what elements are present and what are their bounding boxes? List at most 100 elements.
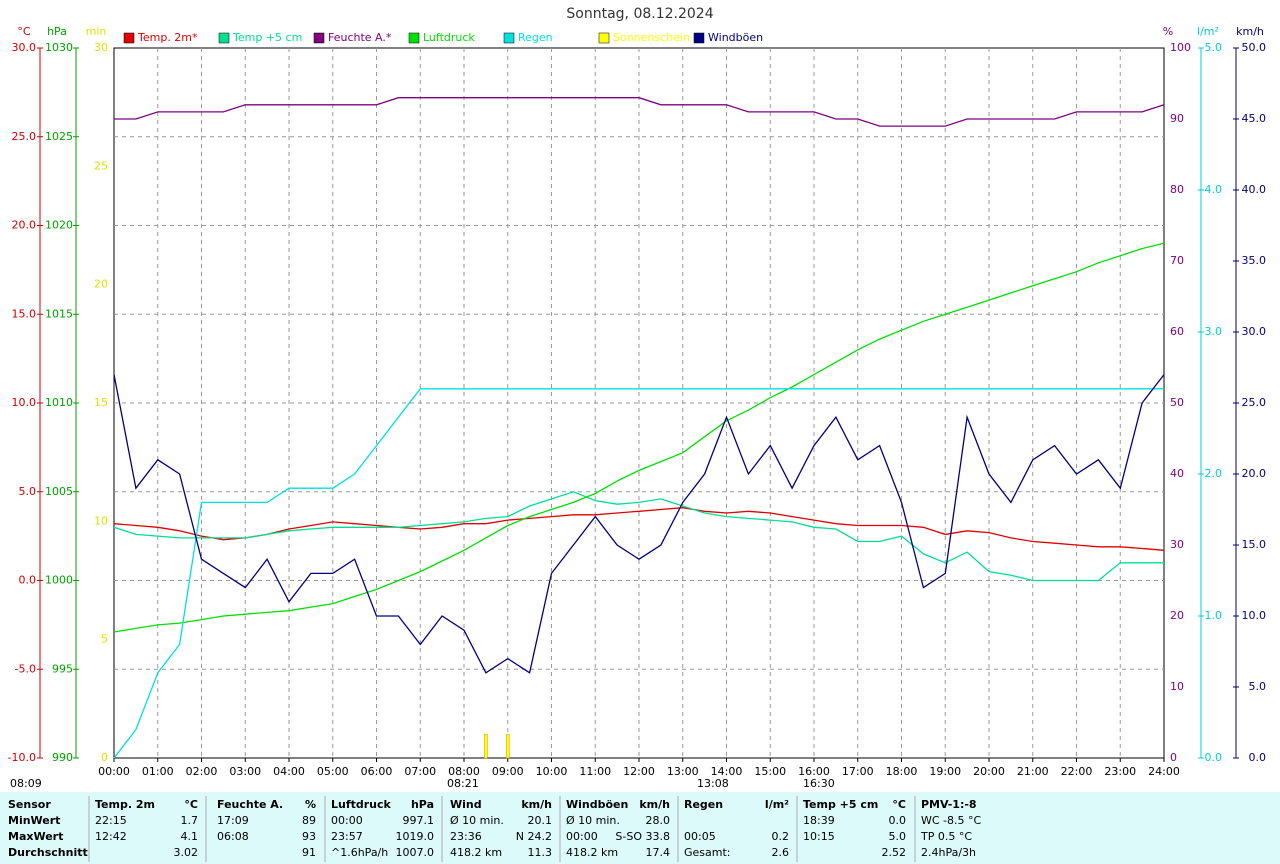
table-cell: 418.2 km [450,846,502,859]
table-cell: 91 [302,846,316,859]
table-header: l/m² [765,798,789,811]
x-tick-label: 11:00 [579,765,611,778]
table-header: Temp. 2m [95,798,155,811]
y-tick-label: 20 [94,278,108,291]
y-tick-label: 70 [1170,254,1184,267]
y-tick-label: 1005 [45,485,73,498]
x-tick-label: 19:00 [929,765,961,778]
axis-title: km/h [1236,25,1264,38]
x-tick-label: 14:00 [711,765,743,778]
legend-label: Sonnenschein [613,31,690,44]
table-cell: 93 [302,830,316,843]
y-tick-label: 40.0 [1242,183,1267,196]
y-tick-label: 1020 [45,219,73,232]
y-tick-label: 0 [101,751,108,764]
y-tick-label: 30 [94,41,108,54]
table-cell: 0.2 [772,830,790,843]
table-cell: 12:42 [95,830,127,843]
x-tick-label: 15:00 [754,765,786,778]
y-tick-label: 1015 [45,307,73,320]
y-tick-label: 25.0 [1242,396,1267,409]
series-line [114,97,1165,127]
series-line [113,242,1165,633]
x-tick-label: 12:00 [623,765,655,778]
x-tick-label: 24:00 [1148,765,1180,778]
table-cell: 0.0 [889,814,907,827]
table-cell: 2.6 [772,846,790,859]
table-cell: 10:15 [803,830,835,843]
legend-label: Temp +5 cm [232,31,302,44]
series-line [113,507,1165,551]
y-tick-label: 30.0 [12,41,37,54]
y-tick-label: 15 [94,396,108,409]
y-tick-label: 50 [1170,396,1184,409]
table-header: PMV-1:-8 [921,798,977,811]
x-tick-label: 13:00 [667,765,699,778]
y-tick-label: 1.0 [1205,609,1223,622]
table-header: Wind [450,798,482,811]
table-header: km/h [521,798,552,811]
x-tick-label: 17:00 [842,765,874,778]
table-cell: Durchschnitt [8,846,88,859]
x-tick-label: 00:00 [98,765,130,778]
y-tick-label: 1030 [45,41,73,54]
x-tick-label: 05:00 [317,765,349,778]
y-tick-label: 4.0 [1205,183,1223,196]
y-tick-label: -10.0 [8,751,36,764]
y-tick-label: 1010 [45,396,73,409]
x-tick-label: 06:00 [361,765,393,778]
y-tick-label: 2.0 [1205,467,1223,480]
sun-annotation: 13:08 [697,777,729,790]
table-cell: 17:09 [217,814,249,827]
legend-swatch [503,32,515,44]
series-line [113,388,1164,759]
table-cell: 17.4 [646,846,671,859]
x-tick-label: 20:00 [973,765,1005,778]
sun-annotation: 16:30 [803,777,835,790]
table-cell: Ø 10 min. [450,814,504,827]
y-tick-label: 5.0 [19,485,37,498]
y-tick-label: 15.0 [1242,538,1267,551]
table-header: hPa [411,798,434,811]
table-header: °C [892,798,906,811]
y-tick-label: 15.0 [12,307,37,320]
y-tick-label: 5.0 [1205,41,1223,54]
table-cell: 28.0 [646,814,671,827]
table-cell: MinWert [8,814,60,827]
legend-swatch [313,32,325,44]
x-tick-label: 23:00 [1104,765,1136,778]
axis-title: min [86,25,107,38]
y-tick-label: 90 [1170,112,1184,125]
table-cell: 00:00 [331,814,363,827]
x-tick-label: 16:00 [798,765,830,778]
y-tick-label: 30.0 [1242,325,1267,338]
legend-label: Temp. 2m* [137,31,198,44]
y-tick-label: 20 [1170,609,1184,622]
legend-label: Luftdruck [423,31,475,44]
table-cell: 22:15 [95,814,127,827]
y-tick-label: 990 [52,751,73,764]
table-header: Feuchte A. [217,798,283,811]
y-tick-label: 995 [52,662,73,675]
table-header: Sensor [8,798,51,811]
axis-title: % [1163,25,1173,38]
y-tick-label: 0.0 [1249,751,1267,764]
y-tick-label: 35.0 [1242,254,1267,267]
y-tick-label: 25 [94,159,108,172]
y-tick-label: 0.0 [19,574,37,587]
table-header: Windböen [566,798,628,811]
x-tick-label: 04:00 [273,765,305,778]
table-cell: 23:36 [450,830,482,843]
x-tick-label: 22:00 [1061,765,1093,778]
x-tick-label: 21:00 [1017,765,1049,778]
table-cell: TP 0.5 °C [920,830,972,843]
table-cell: 2.52 [882,846,907,859]
legend-label: Regen [518,31,553,44]
x-tick-label: 10:00 [536,765,568,778]
y-tick-label: 5.0 [1249,680,1267,693]
y-tick-label: 80 [1170,183,1184,196]
table-cell: 00:05 [684,830,716,843]
table-cell: 997.1 [403,814,435,827]
sun-bar [484,734,488,759]
